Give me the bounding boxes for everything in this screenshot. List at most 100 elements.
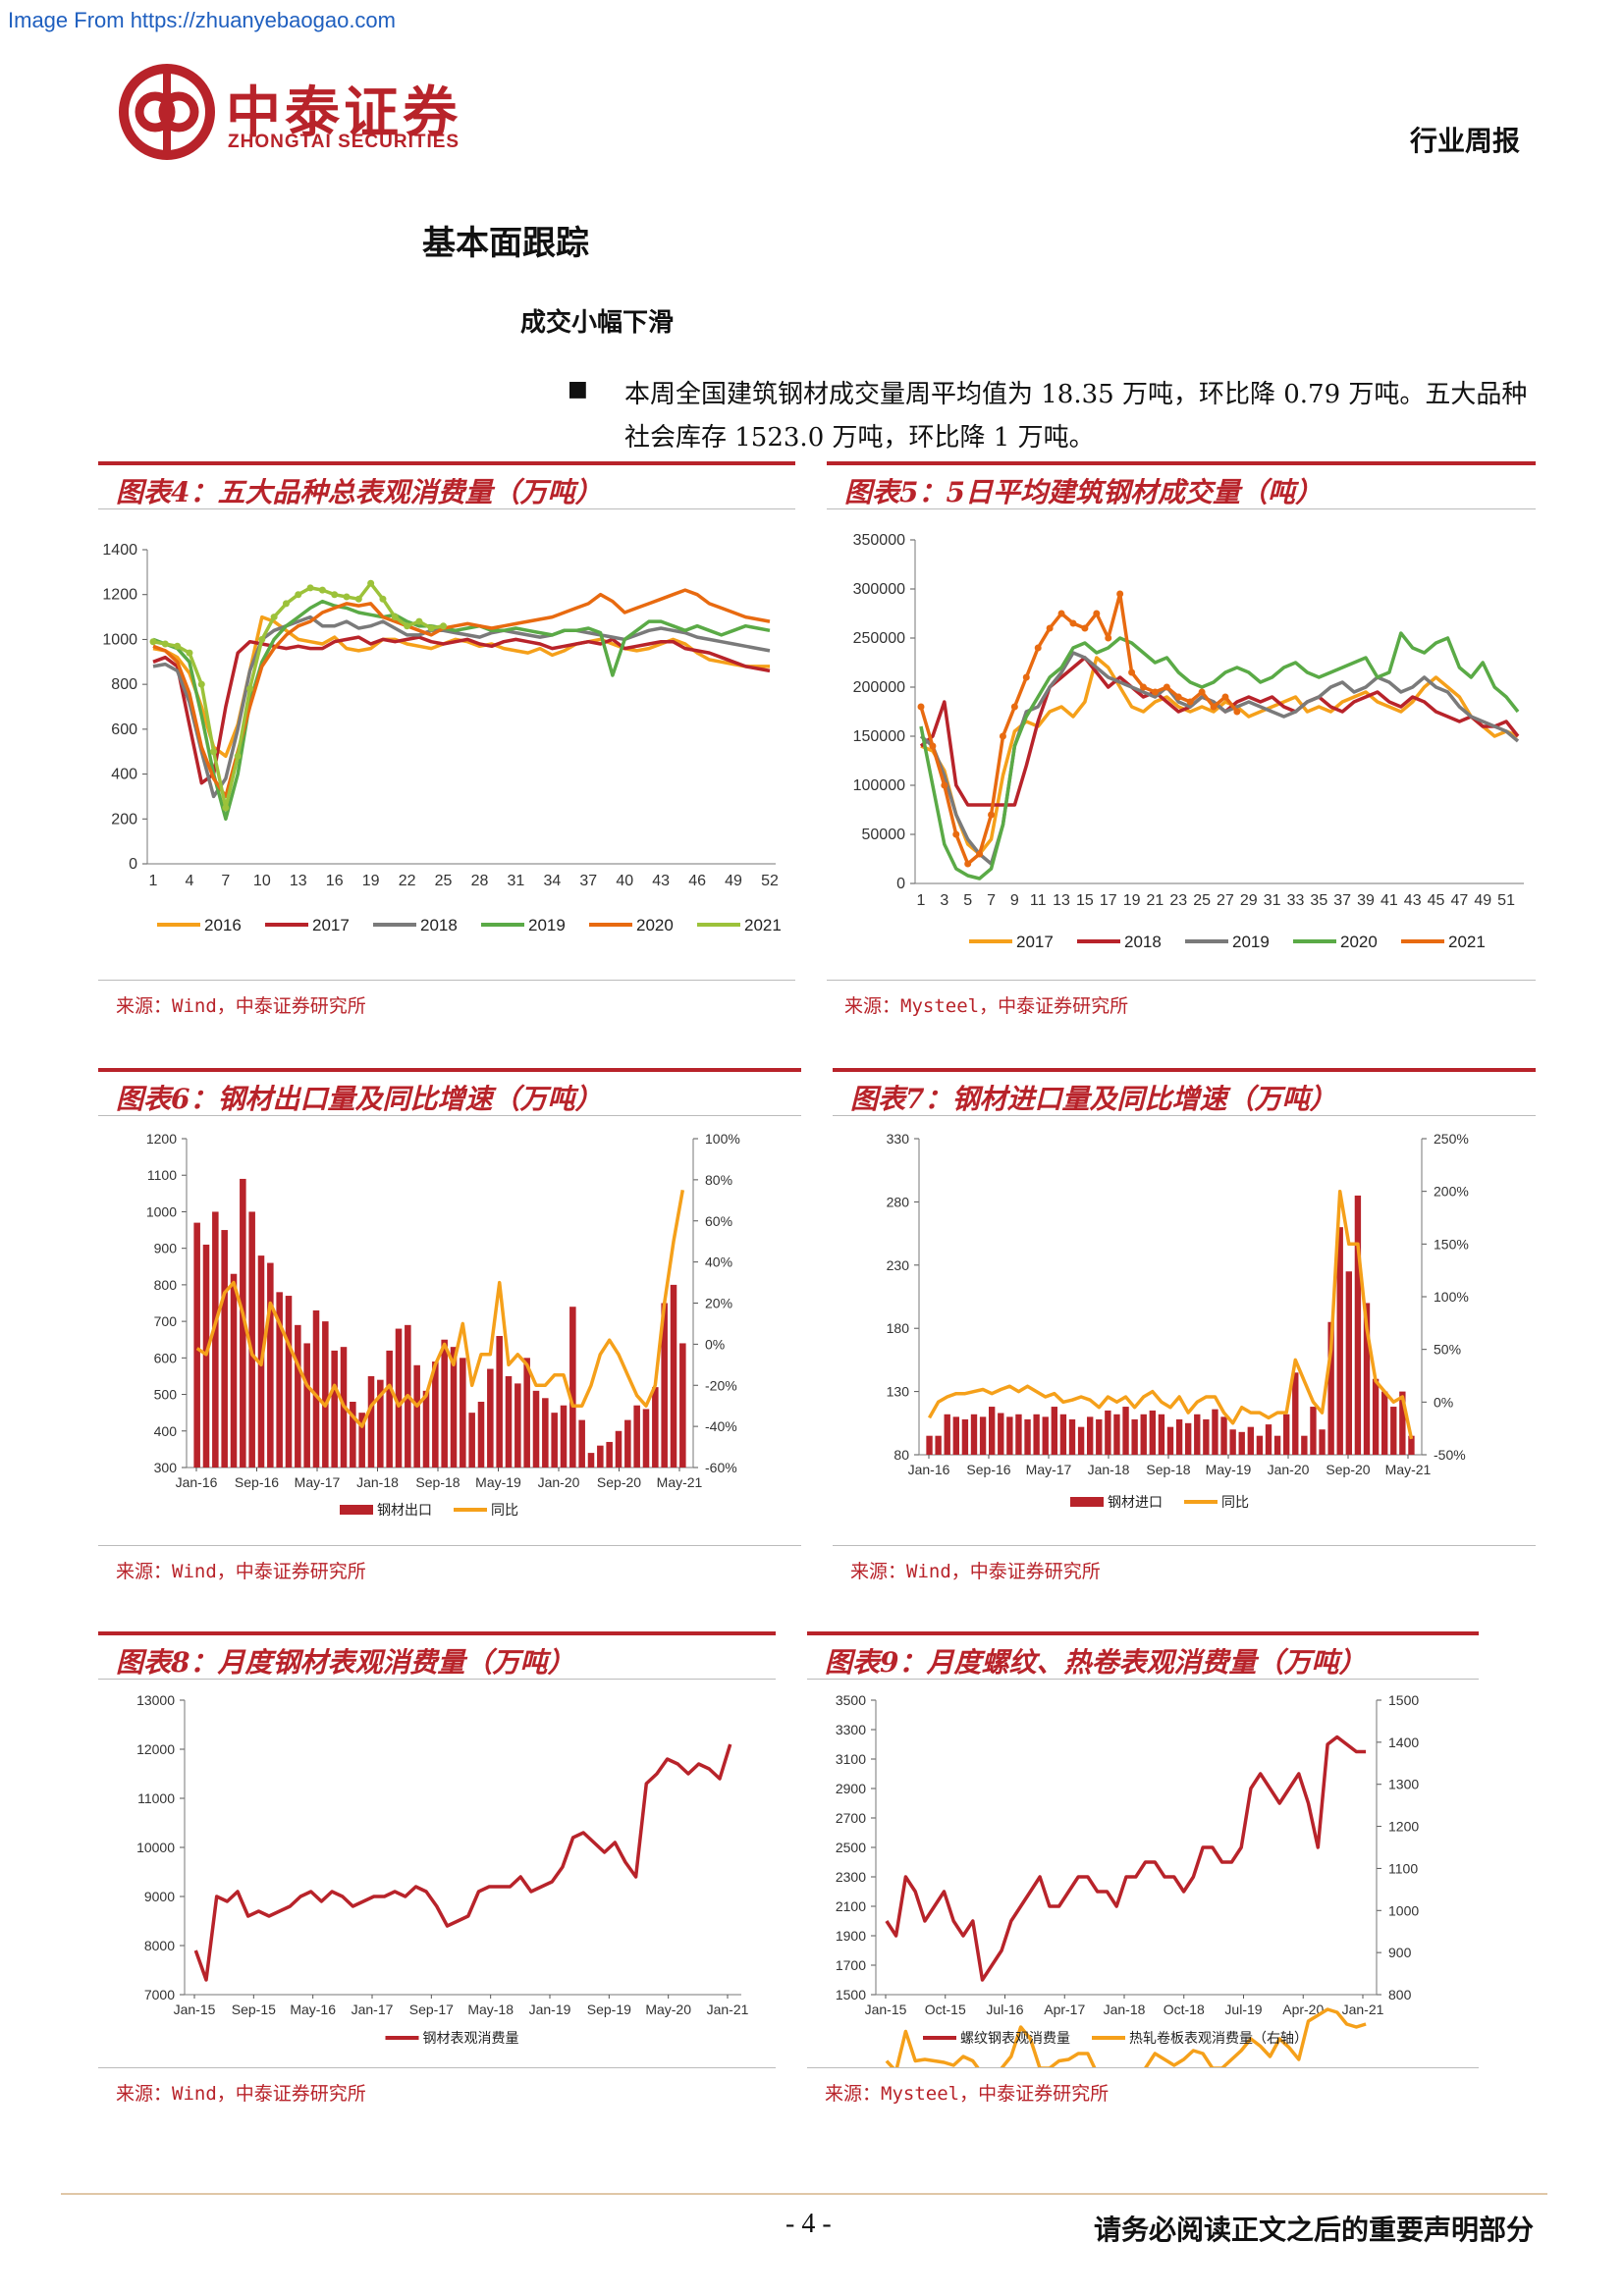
x-tick-label: Sep-16 xyxy=(966,1462,1010,1477)
figure-5-source-divider xyxy=(827,980,1536,981)
y2-tick-label: 1500 xyxy=(1388,1692,1419,1708)
bar xyxy=(1336,1227,1343,1455)
legend-label: 2021 xyxy=(744,916,782,934)
x-tick-label: 40 xyxy=(616,873,633,889)
series-point xyxy=(415,617,423,625)
figure-6-chart: 300 400 500 600 700 800 900 1000 1100 1200 -60% -40… xyxy=(146,1131,740,1518)
y2-tick-label: 20% xyxy=(705,1296,732,1311)
bar xyxy=(1319,1429,1326,1455)
series-point xyxy=(1163,683,1170,691)
bar xyxy=(377,1379,384,1468)
y2-tick-label: 800 xyxy=(1388,1987,1412,2002)
y-tick-label: 2500 xyxy=(836,1840,866,1855)
y-tick-label: 11000 xyxy=(137,1790,175,1806)
x-tick-label: Oct-15 xyxy=(925,2002,966,2017)
x-tick-label: 49 xyxy=(725,873,742,889)
bar xyxy=(477,1402,485,1468)
series-line-2021 xyxy=(919,592,1239,866)
figure-7-header: 图表7：钢材进口量及同比增速（万吨） xyxy=(833,1068,1536,1115)
series-point xyxy=(343,593,351,601)
x-tick-label: Jan-16 xyxy=(908,1462,950,1477)
bar xyxy=(1310,1407,1317,1455)
bar xyxy=(1122,1407,1129,1455)
bar xyxy=(487,1368,494,1468)
y-tick-label: 1200 xyxy=(146,1131,177,1147)
y-tick-label: 280 xyxy=(887,1194,910,1209)
subsection-title: 成交小幅下滑 xyxy=(520,308,675,338)
y-tick-label: 400 xyxy=(111,767,137,783)
bar xyxy=(331,1350,338,1468)
bar xyxy=(1033,1414,1040,1455)
series-point xyxy=(222,804,230,812)
y2-tick-label: 50% xyxy=(1434,1342,1461,1358)
x-tick-label: May-17 xyxy=(295,1474,341,1490)
bar xyxy=(935,1435,942,1455)
series-point xyxy=(964,860,972,868)
y-tick-label: 8000 xyxy=(144,1938,175,1953)
x-tick-label: 43 xyxy=(1404,892,1422,909)
bar xyxy=(395,1328,403,1468)
x-tick-label: Sep-15 xyxy=(232,2002,276,2017)
series-point xyxy=(1174,693,1182,701)
series-point xyxy=(1057,610,1065,617)
bar xyxy=(1238,1431,1245,1455)
series-point xyxy=(174,642,182,650)
x-tick-label: 21 xyxy=(1147,892,1164,909)
bar xyxy=(944,1414,950,1455)
bar xyxy=(661,1303,668,1468)
figure-7-chart: 80 130 180 230 280 330 -50% 0% 50% 100% 150% 200% 25… xyxy=(887,1131,1469,1510)
x-tick-label: Jul-19 xyxy=(1224,2002,1262,2017)
bar xyxy=(450,1347,458,1468)
series-point xyxy=(1093,610,1101,617)
bar xyxy=(367,1375,375,1468)
figure-9-divider xyxy=(807,1679,1479,1680)
bar xyxy=(1212,1409,1218,1455)
y2-tick-label: 150% xyxy=(1434,1236,1469,1252)
figure-5-title: 图表5：5日平均建筑钢材成交量（吨） xyxy=(844,476,1323,508)
y-tick-label: 300 xyxy=(154,1460,178,1475)
series-point xyxy=(282,600,290,608)
bar xyxy=(1077,1426,1085,1455)
y2-tick-label: 900 xyxy=(1388,1945,1412,1960)
x-tick-label: 3 xyxy=(940,892,948,909)
bar xyxy=(221,1230,228,1468)
series-point xyxy=(929,742,937,750)
series-point xyxy=(1198,688,1206,696)
bar xyxy=(998,1413,1004,1455)
series-point xyxy=(379,595,387,603)
bar xyxy=(587,1453,595,1468)
figure-5-source: 来源：Mysteel，中泰证券研究所 xyxy=(844,995,1129,1017)
y-tick-label: 150000 xyxy=(853,728,905,745)
bar xyxy=(240,1178,246,1468)
bar xyxy=(1354,1195,1362,1455)
x-tick-label: Sep-20 xyxy=(1326,1462,1370,1477)
x-tick-label: 39 xyxy=(1357,892,1375,909)
y-tick-label: 7000 xyxy=(144,1987,175,2002)
bar xyxy=(358,1413,365,1468)
series-point xyxy=(1128,668,1136,676)
bar xyxy=(1256,1435,1264,1455)
series-point xyxy=(1210,703,1218,711)
x-tick-label: 33 xyxy=(1287,892,1305,909)
x-tick-label: Sep-18 xyxy=(1146,1462,1190,1477)
y-tick-label: 13000 xyxy=(136,1692,175,1708)
bar xyxy=(961,1418,969,1455)
bar xyxy=(312,1309,320,1468)
x-tick-label: 45 xyxy=(1428,892,1445,909)
x-tick-label: 51 xyxy=(1497,892,1515,909)
y-tick-label: 250000 xyxy=(853,630,905,647)
y-tick-label: 300000 xyxy=(853,581,905,598)
x-tick-label: Oct-18 xyxy=(1164,2002,1205,2017)
figure-7-source-divider xyxy=(833,1545,1536,1546)
bar xyxy=(1105,1410,1111,1455)
figure-8-source-divider xyxy=(98,2067,776,2068)
x-tick-label: 25 xyxy=(435,873,453,889)
x-tick-label: 47 xyxy=(1450,892,1468,909)
legend-label: 热轧卷板表观消费量（右轴） xyxy=(1129,2030,1308,2046)
series-point xyxy=(246,685,254,693)
bar xyxy=(496,1336,503,1468)
y-tick-label: 2700 xyxy=(836,1810,866,1826)
series-point xyxy=(1069,619,1077,627)
series-point xyxy=(306,584,314,592)
x-tick-label: Apr-20 xyxy=(1282,2002,1324,2017)
